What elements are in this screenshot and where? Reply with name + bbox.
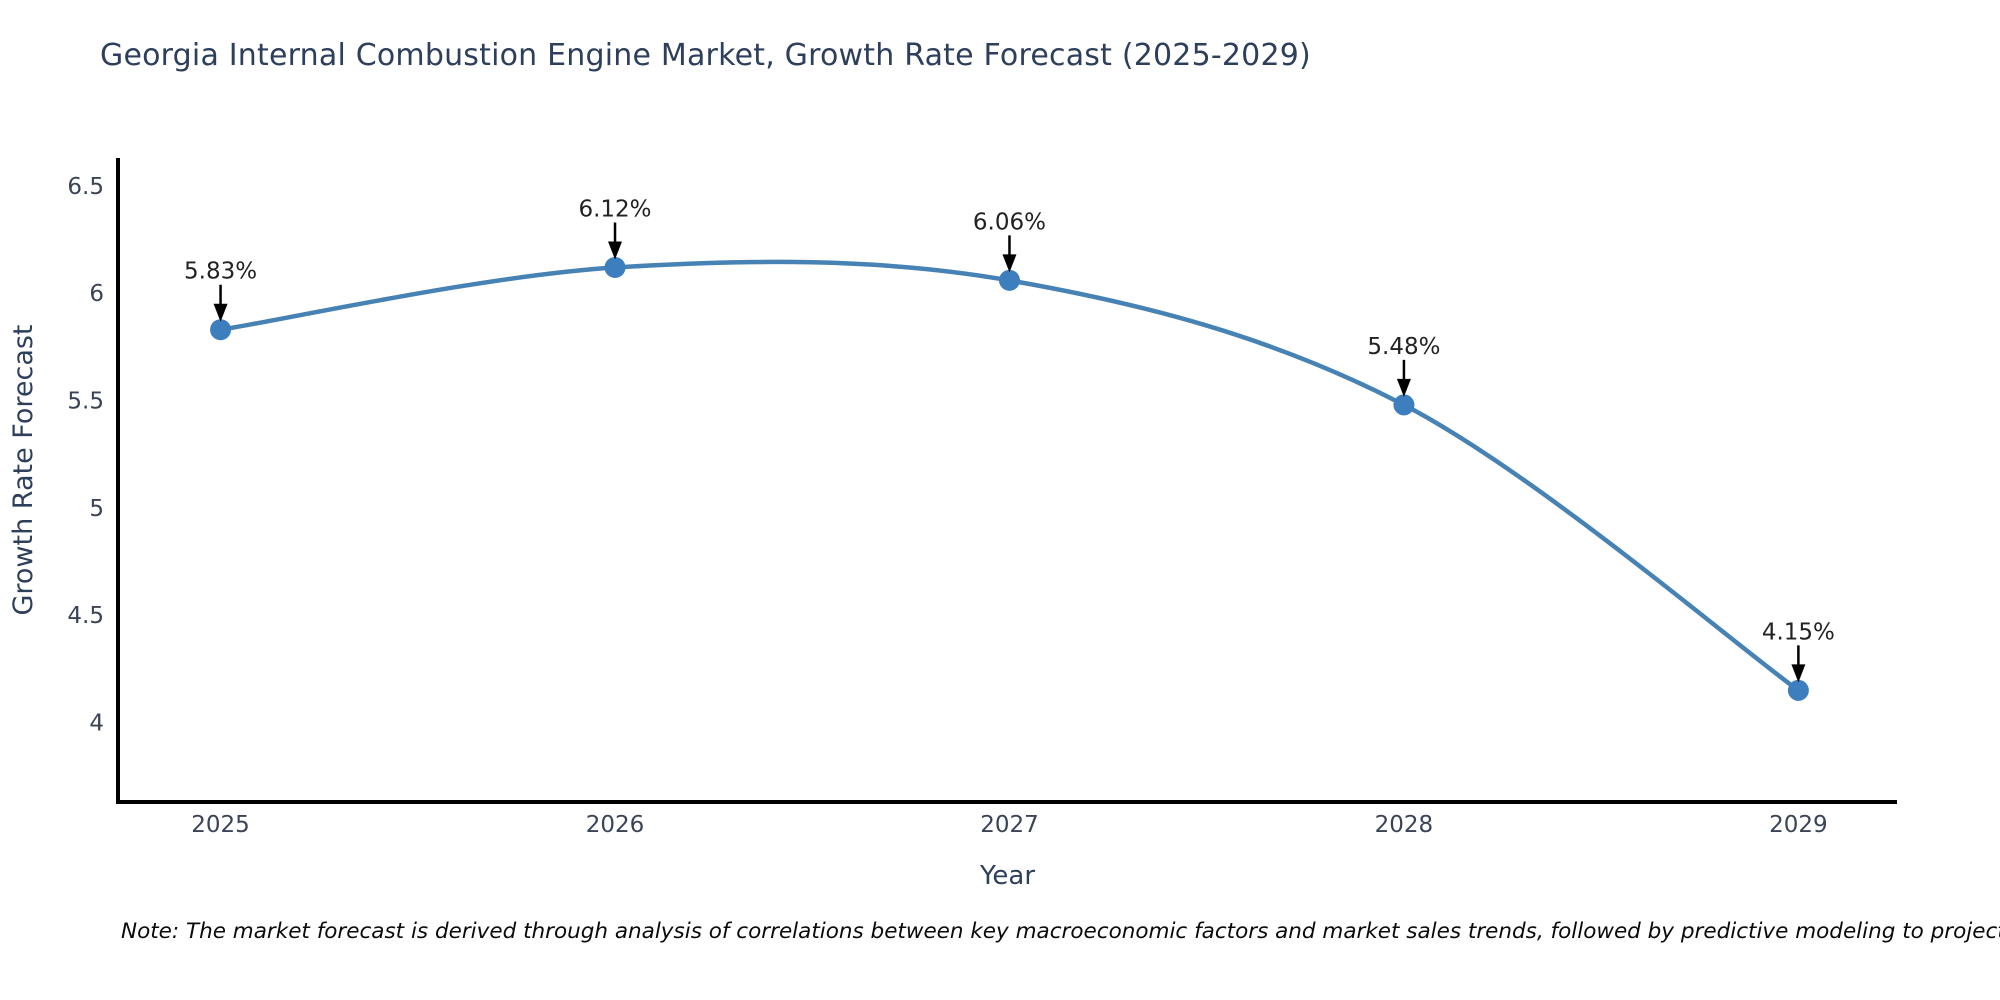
annotation-label: 5.83% <box>184 259 257 285</box>
x-axis-title: Year <box>979 861 1035 891</box>
annotation-arrowhead-icon <box>1002 254 1017 273</box>
y-tick-label: 4 <box>89 711 104 737</box>
footnote: Note: The market forecast is derived thr… <box>121 919 2000 944</box>
x-tick-label: 2026 <box>586 812 645 838</box>
annotation-arrowhead-icon <box>213 303 228 322</box>
data-point-marker <box>1393 394 1415 416</box>
annotation-arrowhead-icon <box>608 241 623 260</box>
annotation-arrowhead-icon <box>1791 664 1806 683</box>
data-point-marker <box>210 319 232 341</box>
annotation-label: 6.06% <box>973 209 1046 235</box>
data-point-marker <box>604 256 626 278</box>
y-axis-title: Growth Rate Forecast <box>8 324 39 615</box>
annotation-label: 5.48% <box>1367 334 1440 360</box>
y-tick-label: 4.5 <box>67 603 104 629</box>
data-point-marker <box>1787 679 1809 701</box>
x-tick-label: 2028 <box>1375 812 1434 838</box>
x-tick-label: 2029 <box>1769 812 1828 838</box>
y-tick-label: 5 <box>89 496 104 522</box>
x-tick-label: 2025 <box>191 812 250 838</box>
annotation-label: 4.15% <box>1762 619 1835 645</box>
x-tick-label: 2027 <box>980 812 1039 838</box>
annotation-label: 6.12% <box>578 196 651 222</box>
y-tick-label: 6 <box>89 281 104 307</box>
y-tick-label: 5.5 <box>67 389 104 415</box>
y-tick-label: 6.5 <box>67 174 104 200</box>
data-point-marker <box>998 269 1020 291</box>
series-line <box>218 259 1801 693</box>
chart-title: Georgia Internal Combustion Engine Marke… <box>100 38 1311 73</box>
annotation-arrowhead-icon <box>1396 378 1411 397</box>
